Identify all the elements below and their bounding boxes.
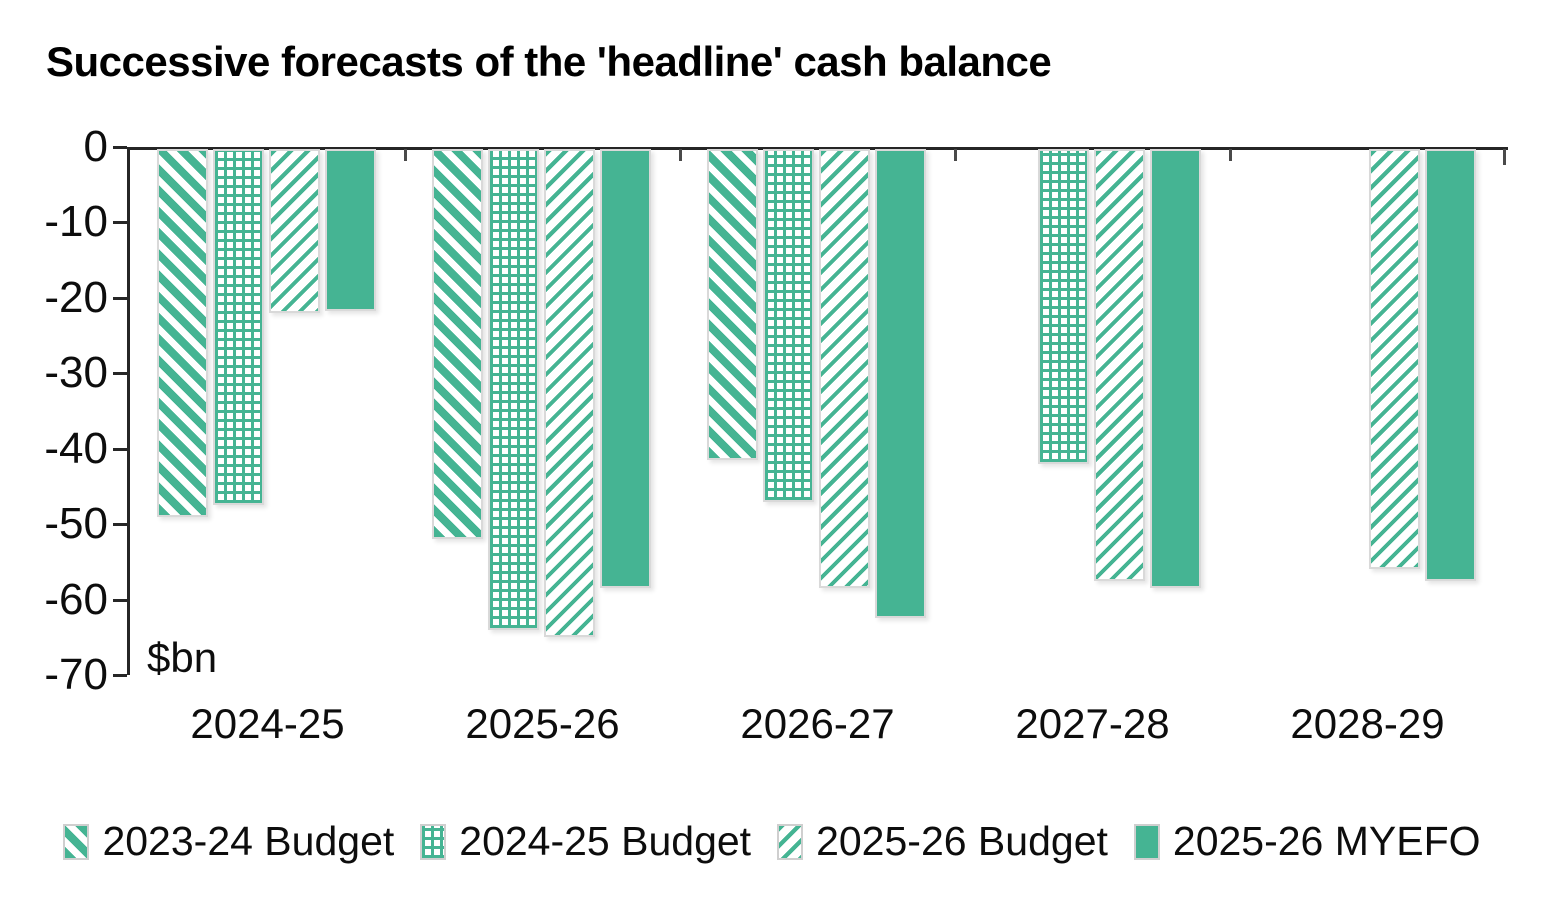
y-axis-label: -10 [44,197,108,247]
legend-swatch-dotted-grid [420,823,447,860]
y-axis-label: -30 [44,348,108,398]
legend-item: 2024-25 Budget [420,818,751,865]
y-tick [113,674,127,677]
chart-title: Successive forecasts of the 'headline' c… [46,38,1052,85]
legend-item: 2025-26 MYEFO [1133,818,1481,865]
x-axis-end-tick [1503,149,1506,165]
bar [1150,149,1201,588]
legend-item: 2023-24 Budget [63,818,394,865]
y-tick [113,146,127,149]
legend-label: 2023-24 Budget [102,818,395,864]
y-axis-label: -50 [44,499,108,549]
bar [325,149,376,311]
y-tick [113,523,127,527]
y-axis-line [127,147,130,675]
legend: 2023-24 Budget 2024-25 Budget 2025-26 Budg… [0,818,1544,865]
x-tick [954,149,957,161]
bar [707,149,758,460]
category-label: 2028-29 [1290,700,1445,747]
bar [157,149,208,517]
bar [488,149,539,630]
bar [432,149,483,539]
category-label: 2026-27 [740,700,895,747]
y-tick [113,447,127,451]
y-axis-label: -60 [44,574,108,624]
bar [875,149,926,618]
bar [1425,149,1476,581]
legend-label: 2025-26 MYEFO [1172,818,1481,864]
bar [1369,149,1420,569]
legend-label: 2025-26 Budget [816,818,1108,864]
bar [600,149,651,588]
category-label: 2024-25 [190,700,345,747]
unit-label: $bn [147,634,218,681]
y-tick [113,372,127,376]
legend-item: 2025-26 Budget [777,818,1108,865]
bar [819,149,870,588]
y-tick [113,598,127,602]
x-tick [679,149,682,161]
bar [1094,149,1145,581]
y-axis-label: 0 [83,122,108,171]
y-tick [113,221,127,225]
bar [269,149,320,313]
legend-swatch-solid [1133,823,1160,860]
legend-label: 2024-25 Budget [459,818,752,864]
bar [213,149,264,505]
bar [763,149,814,502]
legend-swatch-diagonal-up-light [777,823,804,860]
category-label: 2027-28 [1015,700,1170,747]
y-axis-label: -20 [44,272,108,322]
y-axis-label: -40 [44,423,108,473]
y-tick [113,296,127,300]
bar [1038,149,1089,464]
legend-swatch-diagonal-down [63,823,90,860]
category-label: 2025-26 [465,700,620,747]
bar [544,149,595,637]
y-axis-label: -70 [44,650,108,699]
x-tick [1229,149,1232,161]
x-tick [404,149,407,161]
x-axis-line [127,147,1508,150]
